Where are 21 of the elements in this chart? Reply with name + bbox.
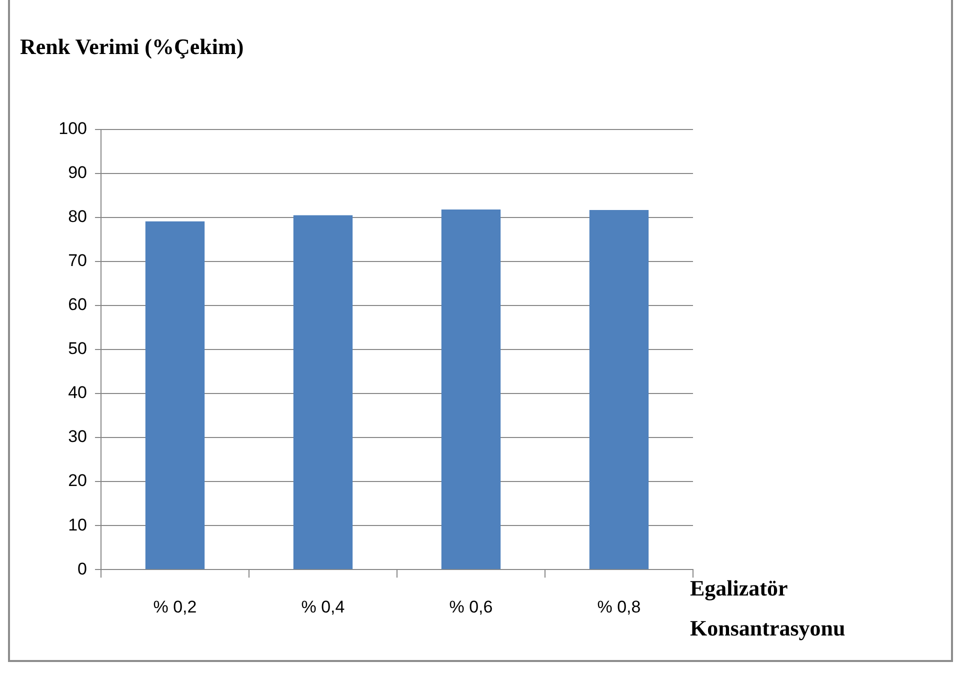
bar <box>589 210 649 570</box>
x-tick-label: % 0,4 <box>301 597 345 616</box>
bar <box>293 215 353 570</box>
chart-title: Renk Verimi (%Çekim) <box>20 34 244 59</box>
y-tick-label: 60 <box>68 295 87 314</box>
y-tick-label: 50 <box>68 339 87 358</box>
bar <box>441 210 501 570</box>
y-tick-label: 90 <box>68 163 87 182</box>
y-tick-label: 80 <box>68 207 87 226</box>
y-tick-label: 40 <box>68 383 87 402</box>
y-tick-label: 10 <box>68 515 87 534</box>
y-tick-label: 20 <box>68 471 87 490</box>
y-tick-label: 0 <box>78 559 87 578</box>
y-tick-label: 30 <box>68 427 87 446</box>
y-tick-label: 100 <box>58 119 87 138</box>
x-tick-label: % 0,2 <box>153 597 197 616</box>
x-tick-label: % 0,6 <box>449 597 493 616</box>
x-tick-label: % 0,8 <box>597 597 641 616</box>
bar <box>145 221 205 570</box>
y-tick-label: 70 <box>68 251 87 270</box>
x-axis-title: Egalizatör Konsantrasyonu <box>690 575 846 640</box>
